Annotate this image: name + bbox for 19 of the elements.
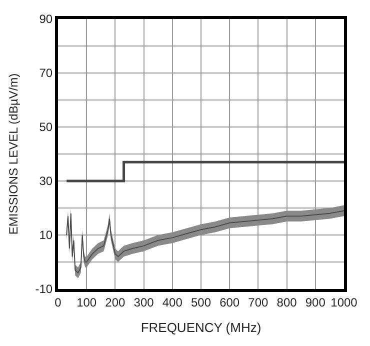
x-tick-label: 800 [276, 295, 298, 310]
x-tick-label: 0 [54, 295, 62, 310]
y-tick-label: 90 [39, 12, 53, 26]
y-tick-label: 50 [39, 120, 53, 134]
x-tick-label: 500 [190, 295, 212, 310]
x-tick-label: 300 [134, 295, 154, 310]
x-axis-title: FREQUENCY (MHz) [140, 320, 262, 335]
y-tick-label: 70 [39, 66, 53, 80]
x-tick-label: 400 [162, 295, 183, 310]
x-tick-label: 200 [105, 295, 126, 310]
y-tick-label: 30 [39, 174, 53, 188]
x-tick-label: 700 [248, 295, 269, 310]
x-tick-label: 1000 [330, 295, 358, 310]
x-tick-label: 900 [305, 295, 326, 310]
y-tick-label: -10 [35, 282, 53, 296]
x-tick-label: 600 [220, 295, 240, 310]
y-tick-label: 10 [39, 228, 53, 242]
x-tick-label: 100 [76, 295, 97, 310]
y-axis-title: EMISSIONS LEVEL (dBµV/m) [6, 73, 21, 235]
